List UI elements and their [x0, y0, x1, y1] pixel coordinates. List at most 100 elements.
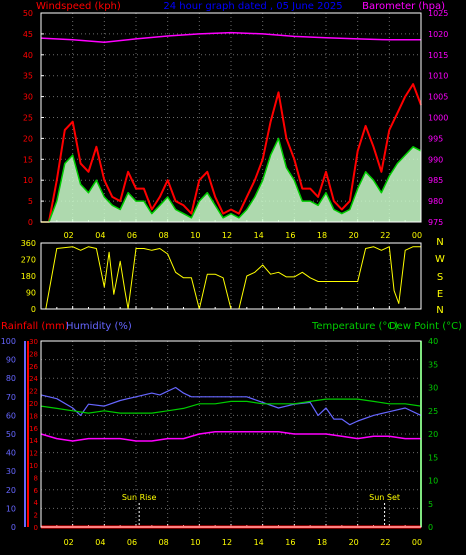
dewpoint-label: Dew Point (°C)	[389, 321, 462, 332]
climate-x-tick-label: 18	[317, 538, 327, 547]
rain-tick-label: 30	[29, 338, 38, 346]
temperature-line	[40, 398, 422, 414]
direction-plot-frame	[40, 242, 422, 310]
wind-y-tick-label: 45	[23, 30, 33, 39]
wind-x-tick-label: 00	[412, 231, 422, 240]
direction-tick-label: 360	[21, 239, 36, 248]
humidity-tick-label: 100	[1, 337, 16, 346]
dewpoint-line	[40, 430, 421, 442]
rain-tick-label: 14	[29, 437, 38, 445]
wind-x-tick-label: 04	[95, 231, 105, 240]
humidity-tick-label: 30	[6, 467, 16, 476]
temp-tick-label: 40	[428, 337, 438, 346]
temperature-label: Temperature (°C)	[311, 321, 398, 332]
temp-tick-label: 15	[428, 453, 438, 462]
rain-tick-label: 10	[29, 462, 38, 470]
humidity-tick-label: 80	[6, 374, 16, 383]
humidity-tick-label: 40	[6, 449, 16, 458]
rain-tick-label: 24	[29, 375, 38, 383]
climate-x-tick-label: 02	[64, 538, 74, 547]
sun-marker-label: Sun Set	[369, 493, 400, 502]
climate-x-tick-label: 00	[412, 538, 422, 547]
compass-label: S	[437, 272, 443, 283]
barometer-tick-label: 990	[428, 155, 443, 164]
wind-y-tick-label: 35	[23, 72, 33, 81]
wind-x-tick-label: 20	[349, 231, 359, 240]
rain-tick-label: 26	[29, 363, 38, 371]
barometer-tick-label: 1020	[428, 30, 448, 39]
climate-x-tick-label: 12	[222, 538, 232, 547]
wind-y-tick-label: 50	[23, 9, 33, 18]
humidity-label: Humidity (%)	[66, 321, 132, 332]
windspeed-label: Windspeed (kph)	[36, 1, 121, 12]
compass-label: N	[436, 237, 443, 248]
temp-tick-label: 25	[428, 407, 438, 416]
rain-tick-label: 22	[29, 388, 38, 396]
temp-tick-label: 10	[428, 477, 438, 486]
direction-tick-label: 0	[31, 305, 36, 314]
humidity-line	[40, 386, 422, 426]
climate-x-tick-label: 14	[254, 538, 264, 547]
temp-tick-label: 5	[428, 500, 433, 509]
wind-average-line	[41, 137, 422, 223]
barometer-tick-label: 985	[428, 176, 443, 185]
wind-x-tick-label: 02	[64, 231, 74, 240]
rain-tick-label: 8	[34, 474, 38, 482]
barometer-line	[40, 31, 421, 44]
barometer-tick-label: 1000	[428, 114, 448, 123]
humidity-tick-label: 60	[6, 411, 16, 420]
humidity-tick-label: 90	[6, 356, 16, 365]
wind-x-tick-label: 08	[159, 231, 169, 240]
barometer-tick-label: 980	[428, 197, 443, 206]
rain-tick-label: 12	[29, 450, 38, 458]
climate-x-tick-label: 08	[159, 538, 169, 547]
rain-tick-label: 2	[34, 512, 38, 520]
rain-tick-label: 4	[34, 499, 39, 507]
graph-title: 24 hour graph dated , 05 June 2025	[163, 1, 342, 12]
wind-x-tick-label: 16	[285, 231, 295, 240]
sun-marker-label: Sun Rise	[122, 493, 157, 502]
wind-y-tick-label: 0	[28, 218, 33, 227]
climate-plot-frame	[40, 340, 422, 528]
wind-y-tick-label: 15	[23, 155, 33, 164]
climate-x-tick-label: 04	[95, 538, 105, 547]
wind-y-tick-label: 40	[23, 51, 33, 60]
direction-tick-label: 180	[21, 272, 36, 281]
rain-tick-label: 0	[34, 524, 38, 532]
rain-tick-label: 6	[34, 487, 39, 495]
wind-y-tick-label: 25	[23, 114, 33, 123]
climate-x-tick-label: 06	[127, 538, 137, 547]
wind-x-tick-label: 06	[127, 231, 137, 240]
wind-y-tick-label: 20	[23, 134, 33, 143]
wind-x-tick-label: 22	[380, 231, 390, 240]
humidity-tick-label: 50	[6, 430, 16, 439]
humidity-tick-label: 0	[11, 523, 16, 532]
rain-tick-label: 18	[29, 412, 38, 420]
temp-tick-label: 30	[428, 384, 438, 393]
rain-tick-label: 20	[29, 400, 38, 408]
humidity-tick-label: 70	[6, 393, 16, 402]
climate-x-tick-label: 10	[190, 538, 200, 547]
barometer-tick-label: 1010	[428, 72, 448, 81]
direction-tick-label: 90	[26, 289, 36, 298]
climate-panel: 0102030405060708090100024681012141618202…	[1, 337, 438, 547]
rain-tick-label: 28	[29, 350, 38, 358]
barometer-tick-label: 1015	[428, 51, 448, 60]
wind-y-tick-label: 10	[23, 176, 33, 185]
wind-x-tick-label: 14	[254, 231, 264, 240]
humidity-tick-label: 20	[6, 486, 16, 495]
climate-x-tick-label: 20	[349, 538, 359, 547]
wind-x-tick-label: 10	[190, 231, 200, 240]
wind-x-tick-label: 12	[222, 231, 232, 240]
temp-tick-label: 20	[428, 430, 438, 439]
temp-tick-label: 0	[428, 523, 433, 532]
rainfall-label: Rainfall (mm)	[1, 321, 69, 332]
temp-tick-label: 35	[428, 360, 438, 369]
compass-label: E	[437, 289, 443, 300]
barometer-tick-label: 1025	[428, 9, 448, 18]
wind-panel: 0510152025303540455097598098599099510001…	[23, 9, 449, 240]
climate-x-tick-label: 16	[285, 538, 295, 547]
compass-label: W	[435, 254, 445, 265]
barometer-label: Barometer (hpa)	[362, 1, 445, 12]
